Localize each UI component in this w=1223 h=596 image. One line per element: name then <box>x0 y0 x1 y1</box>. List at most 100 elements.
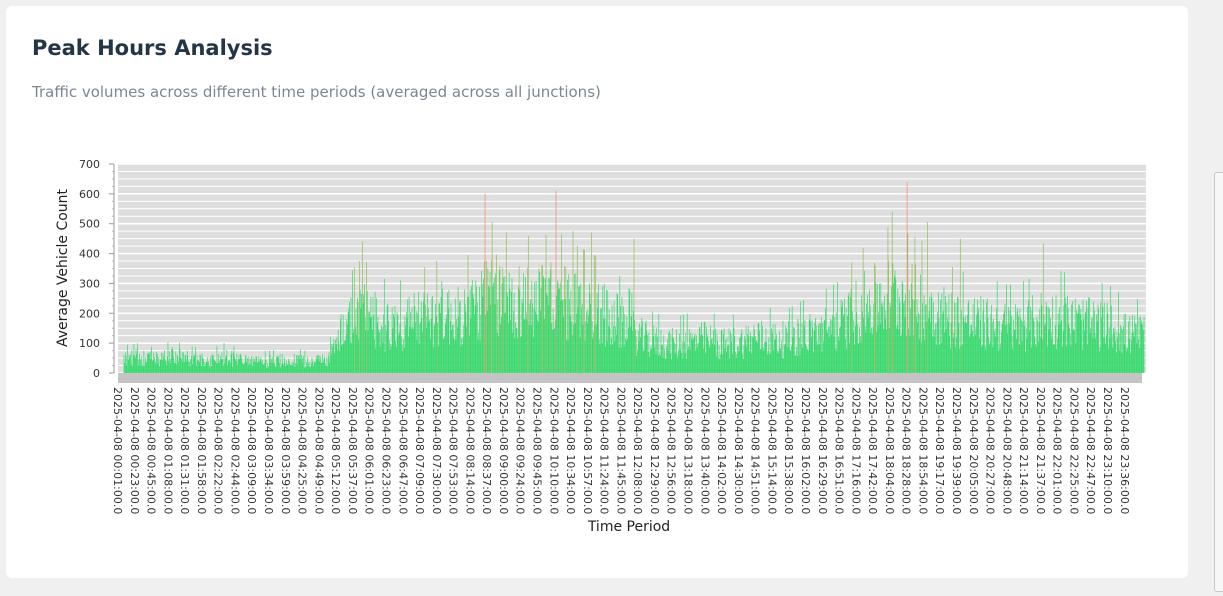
bar <box>320 363 322 373</box>
bar <box>594 325 596 373</box>
bar <box>1125 313 1126 373</box>
bar <box>932 302 934 373</box>
bar <box>972 303 974 373</box>
bar <box>1108 348 1109 373</box>
bar <box>1123 326 1124 373</box>
bar <box>321 362 323 373</box>
bar <box>679 333 680 373</box>
bar <box>443 338 445 373</box>
bar <box>245 355 247 373</box>
bar <box>331 344 333 373</box>
vertical-scrollbar[interactable] <box>1214 172 1223 592</box>
bar <box>448 290 450 373</box>
bar <box>344 340 346 373</box>
bar <box>821 351 823 373</box>
bar <box>481 283 483 373</box>
y-axis-label: Average Vehicle Count <box>55 188 71 347</box>
bar <box>250 364 252 373</box>
bar <box>864 326 866 373</box>
bar <box>884 318 886 373</box>
bar <box>1045 301 1047 373</box>
bar <box>323 358 325 373</box>
x-tick-label: 2025-04-08 23:36:00.0 <box>1118 387 1131 514</box>
bar <box>157 363 159 373</box>
bar <box>1122 329 1124 373</box>
bar <box>984 345 986 373</box>
bar <box>644 322 646 373</box>
bar <box>457 327 458 373</box>
x-tick-label: 2025-04-08 22:01:00.0 <box>1051 387 1064 514</box>
bar <box>843 313 845 373</box>
bar <box>277 357 279 373</box>
bar <box>1001 332 1002 373</box>
bar <box>204 362 206 373</box>
bar <box>183 362 185 373</box>
bar <box>363 294 365 373</box>
bar <box>374 339 375 373</box>
bar <box>536 314 538 373</box>
bar <box>963 317 965 373</box>
x-tick-label: 2025-04-08 09:24:00.0 <box>514 387 527 514</box>
bar <box>898 296 900 373</box>
bar <box>437 345 439 373</box>
bar <box>652 311 653 373</box>
bar <box>903 301 905 373</box>
bar <box>431 297 433 373</box>
x-tick-label: 2025-04-08 20:05:00.0 <box>967 387 980 514</box>
bar <box>1063 305 1065 373</box>
bar <box>457 287 459 373</box>
bar <box>808 319 810 373</box>
bar <box>579 338 581 373</box>
bar <box>619 276 621 373</box>
bar <box>150 359 152 373</box>
bar <box>372 297 374 373</box>
bar <box>447 292 448 373</box>
bar <box>999 348 1001 373</box>
bar <box>507 296 509 373</box>
bar <box>304 350 306 373</box>
bar <box>128 354 130 373</box>
bar <box>1040 337 1041 373</box>
x-tick-label: 2025-04-08 12:29:00.0 <box>648 387 661 514</box>
bar <box>1064 272 1065 373</box>
bar <box>1017 308 1019 373</box>
bar <box>815 325 817 373</box>
bar <box>194 353 196 373</box>
bar <box>571 321 572 373</box>
bar <box>307 357 309 373</box>
bar <box>748 336 750 373</box>
bar <box>310 363 312 373</box>
bar <box>950 348 951 373</box>
bar <box>1006 284 1007 373</box>
bar <box>693 337 694 373</box>
x-tick-label: 2025-04-08 18:04:00.0 <box>883 387 896 514</box>
bar <box>1091 318 1092 373</box>
bar <box>266 367 267 373</box>
bar <box>525 276 526 373</box>
bar <box>203 366 205 373</box>
bar <box>281 353 283 373</box>
bar <box>815 318 816 373</box>
bar <box>847 295 849 373</box>
bar <box>190 359 192 373</box>
bar <box>142 366 144 373</box>
bar <box>995 336 997 373</box>
bar <box>749 332 751 373</box>
bar <box>799 355 801 373</box>
bar <box>719 359 721 373</box>
bar <box>1055 295 1057 373</box>
bar <box>615 326 616 373</box>
bar <box>521 298 523 373</box>
bar <box>393 313 394 373</box>
bar <box>377 316 379 373</box>
bar <box>600 308 602 373</box>
bar <box>283 357 285 373</box>
bar <box>562 300 563 373</box>
bar <box>674 342 675 373</box>
bar <box>632 310 634 373</box>
bar <box>1098 308 1099 373</box>
bar <box>942 310 944 373</box>
bar <box>375 348 377 373</box>
bar <box>540 310 541 373</box>
x-tick-label: 2025-04-08 06:23:00.0 <box>379 387 392 514</box>
